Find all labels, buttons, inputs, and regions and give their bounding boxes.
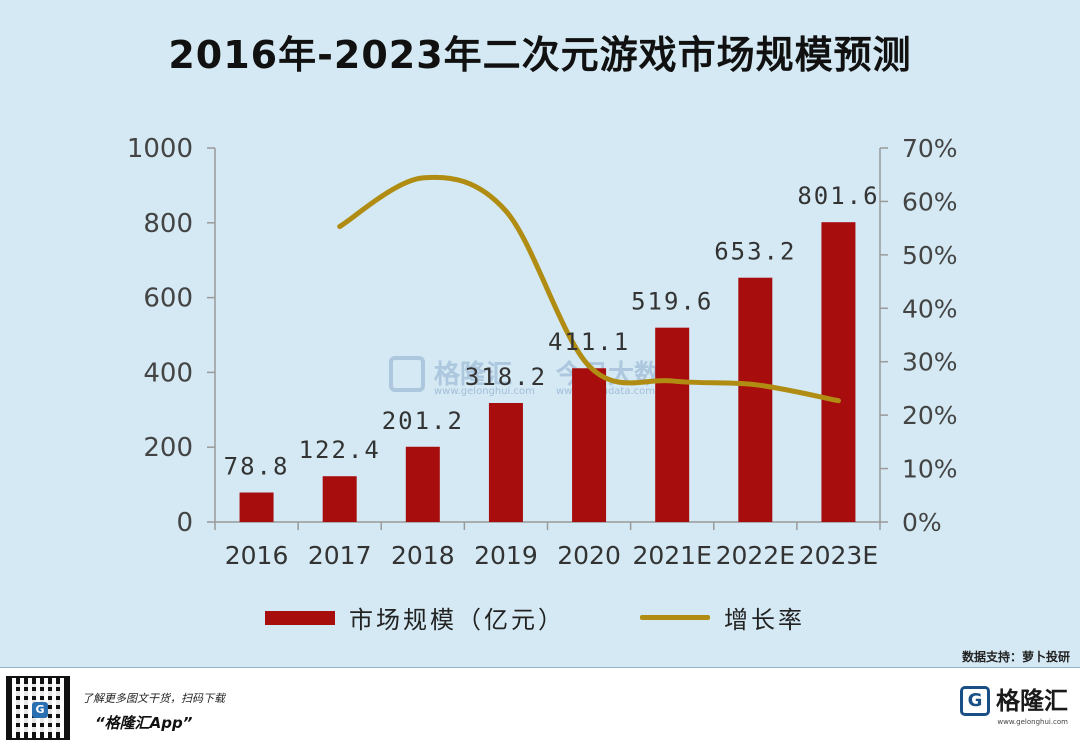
bar-value-label: 411.1 xyxy=(548,328,630,356)
bar xyxy=(240,493,274,522)
bar-value-label: 801.6 xyxy=(797,182,879,210)
x-tick-label: 2023E xyxy=(799,541,878,570)
legend-line-label: 增长率 xyxy=(724,600,805,635)
y-right-tick-label: 0% xyxy=(902,508,942,537)
y-right-tick-label: 10% xyxy=(902,455,958,484)
bar xyxy=(489,403,523,522)
y-right-tick-label: 20% xyxy=(902,401,958,430)
y-left-tick-label: 0 xyxy=(176,508,193,538)
x-tick-label: 2020 xyxy=(557,541,621,570)
x-tick-label: 2021E xyxy=(632,541,711,570)
data-source: 数据支持：萝卜投研 xyxy=(962,648,1070,665)
legend-item-bar: 市场规模（亿元） xyxy=(265,600,565,635)
y-left-tick-label: 600 xyxy=(143,284,193,314)
chart-canvas: 0 200 400 600 800 1000 0% 10% 20% 30% 40% 50% 60% 70%… xyxy=(0,0,1080,667)
bar xyxy=(655,328,689,522)
bar-value-label: 653.2 xyxy=(714,238,796,266)
bar-value-label: 318.2 xyxy=(465,363,547,391)
bar xyxy=(323,476,357,522)
y-right-tick-label: 70% xyxy=(902,134,958,163)
y-left-tick-label: 800 xyxy=(143,209,193,239)
legend-bar-label: 市场规模（亿元） xyxy=(349,600,565,635)
y-left-tick-label: 1000 xyxy=(127,134,193,164)
bar-series xyxy=(240,222,856,522)
footer: G 了解更多图文干货，扫码下载 “格隆汇App” G 格隆汇 www.gelon… xyxy=(0,667,1080,749)
y-right-tick-label: 60% xyxy=(902,187,958,216)
bar xyxy=(406,447,440,522)
bar-value-label: 519.6 xyxy=(631,288,713,316)
y-right-tick-label: 30% xyxy=(902,348,958,377)
bar xyxy=(821,222,855,522)
brand-url: www.gelonghui.com xyxy=(997,718,1068,726)
x-tick-label: 2017 xyxy=(308,541,372,570)
footer-app-name: “格隆汇App” xyxy=(95,712,192,733)
x-tick-label: 2016 xyxy=(225,541,289,570)
x-tick-label: 2018 xyxy=(391,541,455,570)
legend-line-swatch xyxy=(640,615,710,620)
qr-logo-icon: G xyxy=(32,702,48,718)
qr-code[interactable]: G xyxy=(6,676,70,740)
legend: 市场规模（亿元） 增长率 xyxy=(0,600,1080,640)
footer-brand[interactable]: G 格隆汇 xyxy=(960,686,1068,716)
bar xyxy=(738,278,772,522)
bar-value-label: 201.2 xyxy=(382,407,464,435)
y-left-tick-label: 400 xyxy=(143,358,193,388)
y-right-tick-label: 40% xyxy=(902,294,958,323)
x-tick-label: 2022E xyxy=(716,541,795,570)
brand-logo-icon: G xyxy=(960,686,990,716)
bar-value-label: 78.8 xyxy=(224,453,290,481)
y-right-tick-label: 50% xyxy=(902,241,958,270)
legend-bar-swatch xyxy=(265,611,335,625)
x-tick-label: 2019 xyxy=(474,541,538,570)
bar-value-label: 122.4 xyxy=(299,436,381,464)
brand-name: 格隆汇 xyxy=(996,689,1068,713)
y-left-tick-label: 200 xyxy=(143,433,193,463)
bar xyxy=(572,368,606,522)
legend-item-line: 增长率 xyxy=(640,600,805,635)
footer-tagline: 了解更多图文干货，扫码下载 xyxy=(82,690,225,706)
